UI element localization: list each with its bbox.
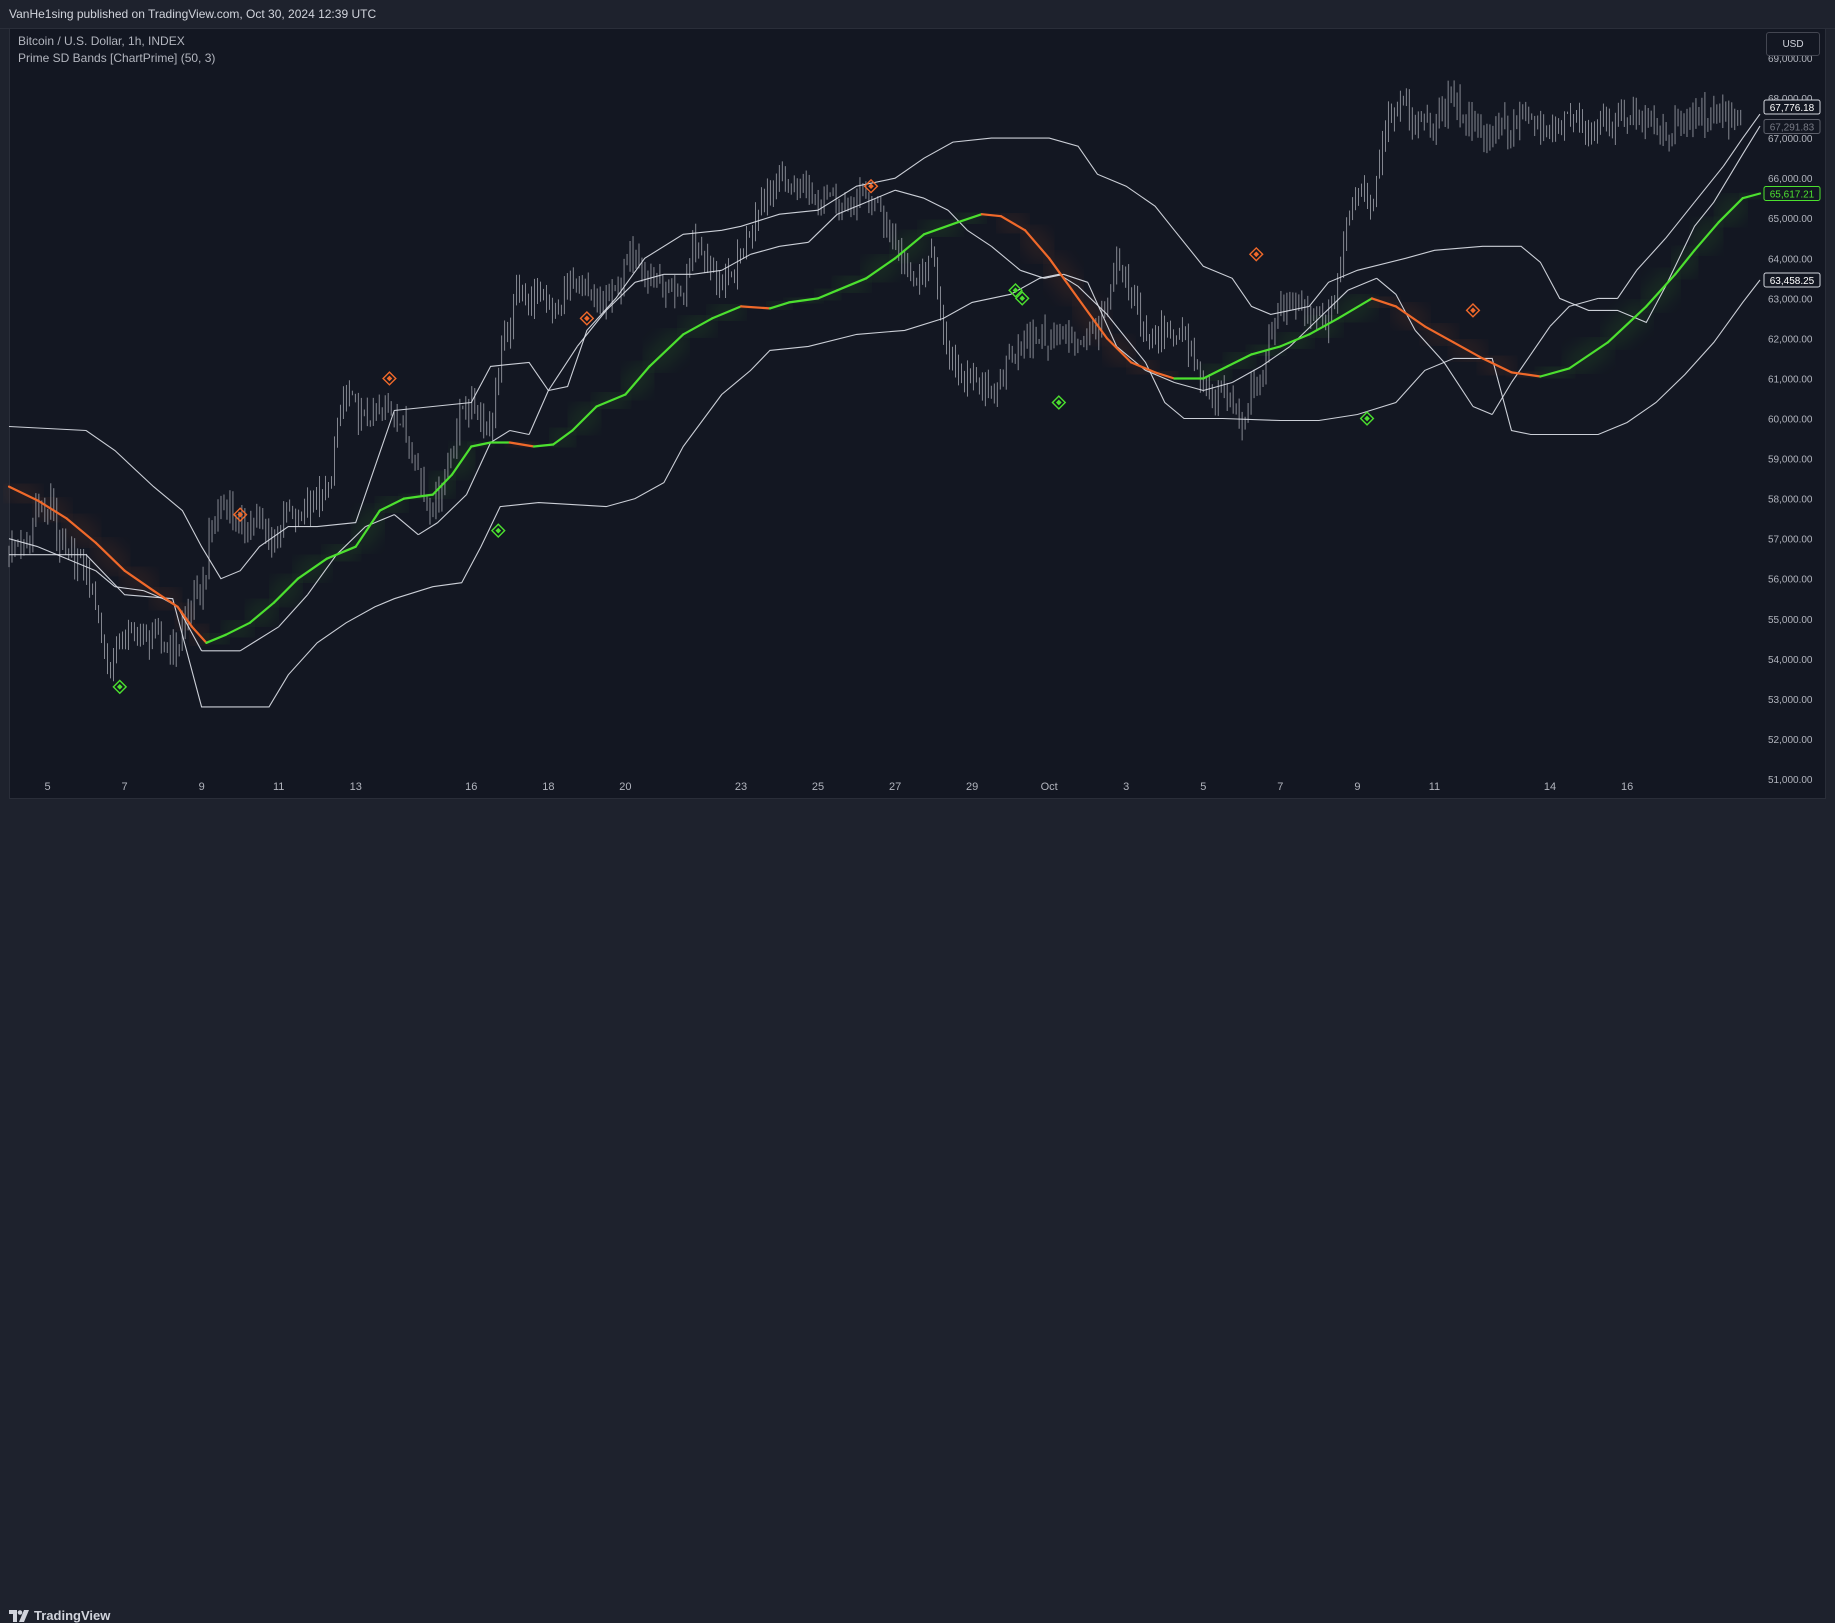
symbol-title[interactable]: Bitcoin / U.S. Dollar, 1h, INDEX [18, 34, 185, 48]
indicator-title[interactable]: Prime SD Bands [ChartPrime] (50, 3) [18, 51, 216, 65]
tradingview-logo[interactable]: TradingView [9, 1608, 110, 1623]
tradingview-brand: TradingView [34, 1608, 111, 1623]
chart-legend: Bitcoin / U.S. Dollar, 1h, INDEX Prime S… [18, 33, 215, 67]
footer: TradingView [0, 800, 1835, 1623]
tradingview-logo-icon [9, 1609, 29, 1622]
chart-area[interactable] [9, 28, 1826, 799]
published-by-text: VanHe1sing published on TradingView.com,… [9, 7, 377, 21]
currency-button[interactable]: USD [1766, 32, 1820, 56]
publish-header: VanHe1sing published on TradingView.com,… [0, 0, 1835, 29]
